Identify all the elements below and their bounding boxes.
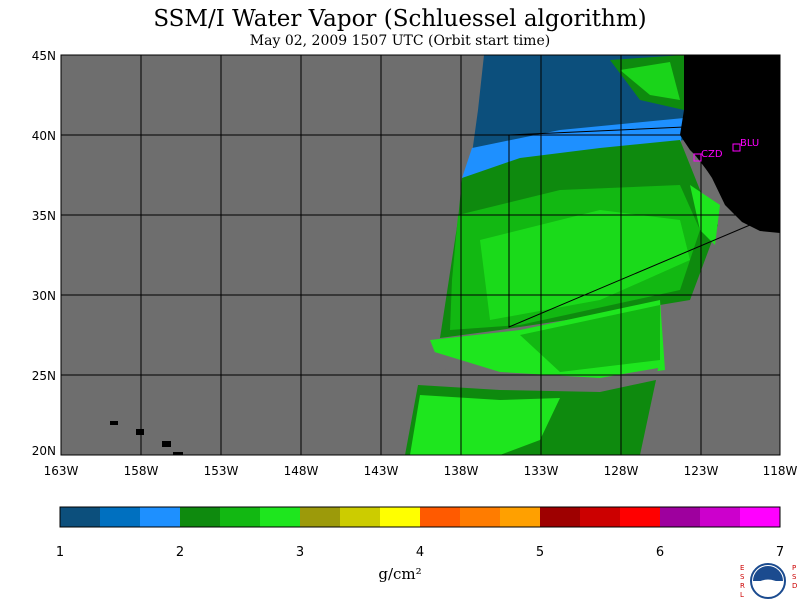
colorbar-swatch [340,507,380,527]
station-czd-label: CZD [701,149,723,160]
colorbar-swatch [60,507,100,527]
logo-letter: E [740,564,744,572]
station-blu-marker [732,143,741,152]
lon-label: 163W [44,464,79,478]
colorbar-swatch [100,507,140,527]
colorbar-tick: 5 [536,545,544,560]
swath-lime-far-south [410,395,560,455]
lon-label: 128W [604,464,639,478]
analysis-domain-outline [508,126,751,328]
colorbar-unit: g/cm² [378,565,422,583]
colorbar-swatch [740,507,780,527]
colorbar-swatch [380,507,420,527]
logo-letter: P [792,564,796,572]
colorbar-swatch [140,507,180,527]
colorbar-tick-labels: 1 2 3 4 5 6 7 [56,545,784,560]
map-title: SSM/I Water Vapor (Schluessel algorithm) [153,6,647,32]
lat-label: 40N [32,129,56,143]
lon-label: 138W [444,464,479,478]
colorbar-swatch [220,507,260,527]
lat-label: 25N [32,369,56,383]
lat-label: 30N [32,289,56,303]
swath-blue-band [462,118,684,178]
colorbar-tick: 1 [56,545,64,560]
logo-letter: R [740,582,745,590]
north-america-land [680,55,780,233]
logo-letter: L [740,591,744,599]
colorbar-swatch [620,507,660,527]
lat-label: 35N [32,209,56,223]
colorbar-swatch [460,507,500,527]
lon-label: 123W [684,464,719,478]
colorbar-swatch [540,507,580,527]
lon-label: 153W [204,464,239,478]
colorbar-swatch [420,507,460,527]
colorbar-swatch [500,507,540,527]
colorbar-swatch [660,507,700,527]
noaa-esrl-logo: E S R L P S D [737,560,799,600]
longitude-labels: 163W 158W 153W 148W 143W 138W 133W 128W … [44,464,798,478]
hawaii-islands [110,421,183,455]
lat-label: 45N [32,49,56,63]
colorbar [60,507,780,527]
swath-coast-lime [620,62,680,100]
colorbar-frame [59,506,781,528]
lon-label: 148W [284,464,319,478]
map-frame [60,54,781,456]
colorbar-tick: 4 [416,545,424,560]
logo-letter: D [792,582,797,590]
logo-letter: S [740,573,745,581]
swath-lime-patch [480,210,690,320]
map-grid [61,55,780,455]
station-czd-marker [693,153,702,162]
colorbar-tick: 7 [776,545,784,560]
logo-letter: S [792,573,797,581]
lon-label: 118W [763,464,798,478]
colorbar-tick: 2 [176,545,184,560]
lon-label: 143W [364,464,399,478]
swath-gap-strip [425,350,658,392]
colorbar-swatch [180,507,220,527]
lon-label: 158W [124,464,159,478]
lat-label: 20N [32,444,56,458]
colorbar-swatch [260,507,300,527]
colorbar-tick: 3 [296,545,304,560]
swath-dark-green-south [520,305,660,372]
station-markers: CZD BLU [693,138,759,162]
colorbar-swatch [700,507,740,527]
colorbar-swatch [300,507,340,527]
lon-label: 133W [524,464,559,478]
station-blu-label: BLU [740,138,759,149]
colorbar-tick: 6 [656,545,664,560]
latitude-labels: 45N 40N 35N 30N 25N 20N [32,49,56,458]
map-subtitle: May 02, 2009 1507 UTC (Orbit start time) [249,33,551,49]
colorbar-swatch [580,507,620,527]
